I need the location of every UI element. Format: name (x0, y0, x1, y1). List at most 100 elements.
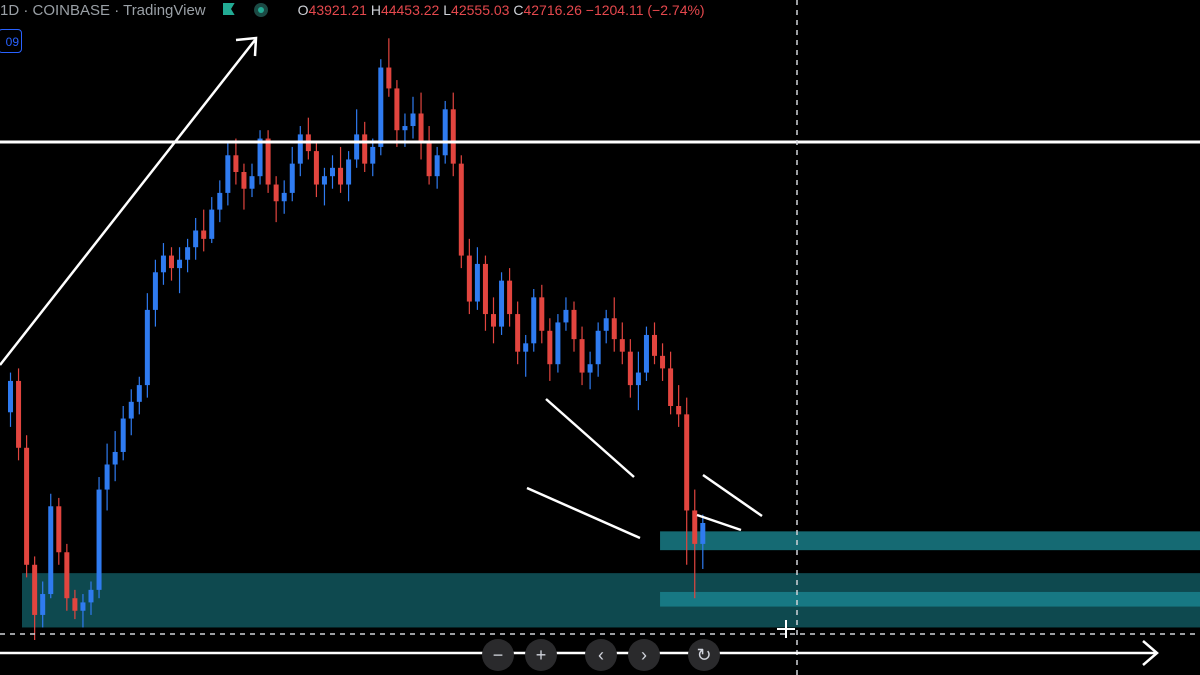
candle-body[interactable] (8, 380, 13, 413)
candle-body[interactable] (539, 297, 545, 331)
flag-upper-line (702, 473, 763, 518)
candle-body[interactable] (16, 380, 22, 448)
candle-body[interactable] (217, 192, 223, 210)
candle-body[interactable] (144, 309, 150, 386)
candle-body[interactable] (700, 523, 706, 544)
zoom-in-button[interactable]: + (525, 639, 557, 671)
candle-body[interactable] (410, 113, 416, 127)
zone-rect[interactable] (660, 531, 1200, 551)
candle-body[interactable] (571, 309, 577, 340)
candle-body[interactable] (88, 589, 94, 603)
candle-body[interactable] (273, 184, 279, 202)
flag-icon[interactable] (222, 3, 236, 17)
candle-body[interactable] (185, 247, 191, 260)
candle-body[interactable] (40, 594, 46, 615)
candle-body[interactable] (466, 255, 472, 302)
candle-body[interactable] (370, 146, 376, 164)
candle-body[interactable] (523, 343, 529, 352)
candle-body[interactable] (627, 351, 633, 386)
candle-body[interactable] (313, 151, 319, 185)
candle-body[interactable] (128, 401, 134, 419)
candle-body[interactable] (56, 506, 62, 553)
candle-body[interactable] (32, 564, 38, 615)
candle-body[interactable] (24, 447, 30, 565)
candle-body[interactable] (354, 134, 360, 160)
candle-body[interactable] (394, 88, 400, 131)
ohlc-values: O43921.21 H44453.22 L42555.03 C42716.26 … (297, 2, 705, 18)
candle-body[interactable] (402, 126, 408, 131)
candle-body[interactable] (378, 67, 384, 147)
candle-body[interactable] (48, 506, 54, 595)
candle-body[interactable] (193, 230, 199, 248)
candle-body[interactable] (684, 414, 690, 511)
symbol-title[interactable]: 1D · COINBASE · TradingView (0, 1, 206, 19)
zoom-out-button[interactable]: − (482, 639, 514, 671)
candle-body[interactable] (547, 330, 553, 365)
candle-body[interactable] (321, 176, 327, 185)
candle-body[interactable] (442, 109, 448, 156)
candle-body[interactable] (426, 142, 432, 177)
candle-body[interactable] (386, 67, 392, 89)
candle-body[interactable] (482, 263, 488, 315)
candle-body[interactable] (474, 263, 480, 302)
candle-body[interactable] (660, 355, 666, 369)
candle-body[interactable] (418, 113, 424, 143)
candle-body[interactable] (80, 602, 86, 611)
indicator-tag[interactable]: 09 (0, 29, 22, 53)
candle-body[interactable] (692, 510, 698, 544)
candle-body[interactable] (136, 385, 142, 402)
candle-body[interactable] (338, 167, 344, 185)
candle-body[interactable] (507, 280, 513, 315)
candle-body[interactable] (152, 272, 158, 310)
candle-body[interactable] (434, 155, 440, 177)
candle-body[interactable] (668, 368, 674, 406)
candle-body[interactable] (643, 334, 649, 373)
candle-body[interactable] (611, 318, 617, 340)
candle-body[interactable] (619, 339, 625, 352)
candle-body[interactable] (289, 163, 295, 193)
candle-body[interactable] (555, 322, 561, 365)
candle-body[interactable] (201, 230, 207, 239)
candle-body[interactable] (297, 134, 303, 164)
candle-body[interactable] (587, 364, 593, 373)
candle-body[interactable] (112, 451, 118, 465)
candle-body[interactable] (265, 138, 271, 185)
candle-body[interactable] (233, 155, 239, 172)
reset-chart-button[interactable]: ↻ (688, 639, 720, 671)
candle-body[interactable] (330, 167, 335, 177)
candle-body[interactable] (491, 314, 496, 327)
candle-body[interactable] (177, 259, 183, 269)
candle-body[interactable] (603, 318, 609, 331)
candle-body[interactable] (450, 109, 456, 164)
candle-body[interactable] (652, 334, 657, 356)
candle-body[interactable] (563, 309, 569, 323)
candle-body[interactable] (346, 159, 352, 185)
candle-body[interactable] (160, 255, 166, 273)
candle-body[interactable] (249, 176, 255, 189)
candle-body[interactable] (225, 155, 231, 193)
candle-body[interactable] (169, 255, 174, 269)
candle-body[interactable] (362, 134, 368, 164)
candle-body[interactable] (64, 552, 70, 599)
candle-body[interactable] (96, 489, 102, 590)
candle-body[interactable] (515, 314, 521, 352)
candle-body[interactable] (72, 598, 78, 611)
candle-body[interactable] (281, 192, 287, 202)
zone-rect[interactable] (660, 591, 1200, 607)
candle-body[interactable] (209, 209, 215, 239)
candle-body[interactable] (241, 172, 247, 189)
candle-body[interactable] (458, 163, 464, 256)
scroll-left-button[interactable]: ‹ (585, 639, 617, 671)
candle-body[interactable] (120, 418, 126, 452)
candle-body[interactable] (635, 372, 641, 386)
candle-body[interactable] (499, 280, 505, 327)
candle-body[interactable] (257, 138, 263, 177)
candle-body[interactable] (104, 464, 110, 490)
candle-body[interactable] (595, 330, 601, 365)
candle-body[interactable] (531, 297, 537, 344)
scroll-right-button[interactable]: › (628, 639, 660, 671)
candles (8, 38, 706, 640)
candle-body[interactable] (676, 406, 682, 415)
candle-body[interactable] (579, 339, 585, 373)
